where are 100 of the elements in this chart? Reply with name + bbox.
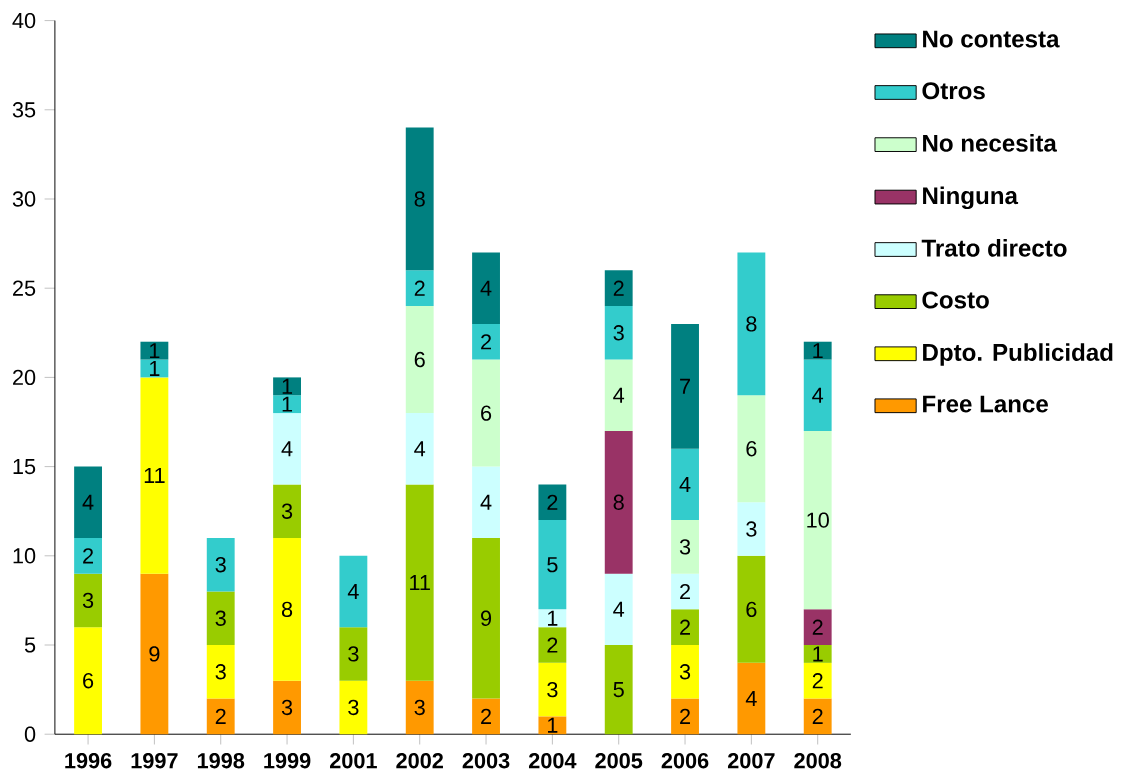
bar [671,519,699,574]
data-label: 6 [83,672,94,689]
data-label: 2 [83,547,93,564]
data-label: 4 [281,441,293,456]
bar [273,395,301,413]
bar [405,412,434,485]
data-label: 5 [547,556,558,573]
data-label: 11 [144,467,165,483]
data-label: 2 [547,494,558,510]
data-label: 3 [82,592,94,608]
bar [604,573,633,645]
bar [604,270,633,306]
data-label: 3 [547,681,558,698]
y-tick-label: 10 [13,547,36,564]
data-label: 3 [679,663,691,680]
bar [737,662,766,734]
data-label: 2 [414,280,425,296]
bar [339,680,368,734]
bar [604,359,633,431]
data-label: 1 [813,646,823,662]
data-label: 10 [807,512,829,528]
legend-label: No necesita [923,133,1057,152]
legend-label: Costo [922,291,989,309]
data-label: 7 [680,378,690,394]
data-label: 2 [547,637,558,653]
x-tick-label: 1996 [65,752,112,769]
data-label: 3 [679,538,691,555]
bar [472,466,500,538]
data-label: 2 [812,708,823,724]
bar [803,698,832,734]
data-label: 4 [347,583,359,599]
data-label: 9 [149,646,160,662]
bar [140,377,169,574]
y-tick-label: 35 [12,101,36,118]
data-label: 3 [348,646,359,662]
data-label: 4 [745,690,757,706]
bar [206,537,235,592]
x-tick-label: 2006 [661,752,709,769]
data-label: 2 [680,708,690,724]
bar [671,573,699,610]
legend-label: Free Lance [923,395,1048,413]
x-tick-label: 2001 [330,752,377,769]
x-tick-label: 2008 [794,752,842,769]
data-label: 4 [812,387,824,403]
data-label: 3 [414,699,425,715]
data-label: 8 [746,315,757,332]
x-tick-label: 1999 [264,752,311,769]
data-label: 2 [812,619,823,635]
data-label: 3 [281,503,293,519]
data-label: 9 [481,610,492,626]
data-label: 6 [414,351,425,368]
data-label: 6 [746,440,757,457]
data-label: 1 [548,717,558,733]
bar [604,305,633,360]
data-label: 6 [481,405,492,421]
data-label: 4 [613,601,625,617]
data-label: 8 [281,601,293,617]
y-tick-label: 20 [13,369,36,385]
x-tick-label: 1997 [131,752,178,769]
bar [74,573,102,627]
bar [206,644,235,699]
y-tick-label: 5 [24,637,36,653]
x-tick-label: 2005 [595,752,643,769]
bar [405,270,434,306]
bar [472,252,500,324]
data-label: 2 [680,583,690,599]
bar [604,430,633,574]
data-label: 4 [480,280,492,296]
bar [206,698,235,734]
data-label: 1 [282,396,293,412]
bar [405,484,434,681]
data-label: 3 [746,521,757,537]
data-label: 2 [680,619,690,635]
data-label: 3 [215,610,226,626]
legend-label: Ninguna [923,186,1019,209]
bar [737,252,766,396]
y-tick-label: 40 [12,12,36,29]
data-label: 3 [281,699,293,715]
y-tick-label: 30 [12,191,36,207]
data-label: 2 [481,708,491,724]
bar [74,466,102,538]
bar [671,698,699,734]
data-label: 6 [746,601,757,617]
data-label: 1 [282,378,293,394]
legend-label: Otros [922,82,985,100]
bar [737,555,766,663]
x-tick-label: 2002 [396,752,443,769]
bar [803,430,832,610]
bar [803,662,832,699]
data-label: 4 [82,494,94,510]
y-tick-label: 25 [13,280,36,296]
bar [737,502,766,556]
bar [472,323,500,360]
data-label: 3 [348,699,359,715]
data-label: 1 [150,342,160,358]
bar [472,359,500,467]
bar [604,644,633,734]
bar [206,591,235,645]
data-label: 3 [613,324,624,341]
bar [405,680,434,734]
